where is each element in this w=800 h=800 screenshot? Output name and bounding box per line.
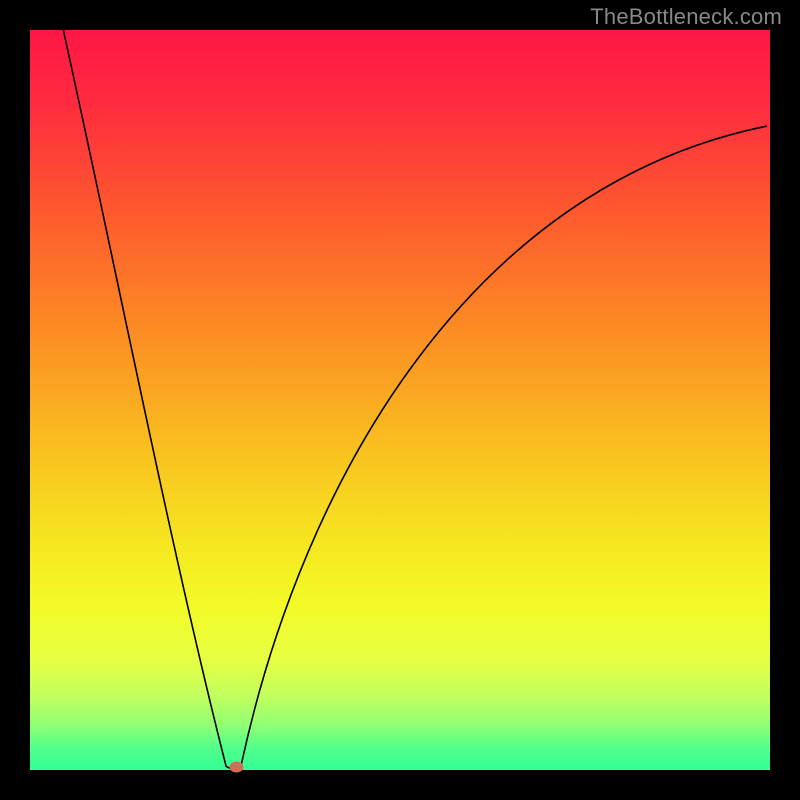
bottleneck-curve <box>63 30 766 769</box>
chart-stage: TheBottleneck.com <box>0 0 800 800</box>
curve-layer <box>0 0 800 800</box>
watermark-text: TheBottleneck.com <box>590 4 782 30</box>
minimum-marker <box>229 762 243 773</box>
